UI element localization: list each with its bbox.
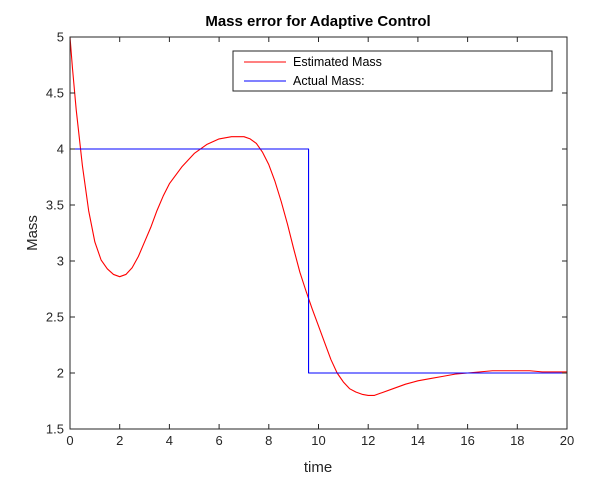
x-tick-label: 10 xyxy=(311,433,325,448)
y-axis-label: Mass xyxy=(24,215,41,251)
x-tick-label: 4 xyxy=(166,433,173,448)
x-tick-label: 8 xyxy=(265,433,272,448)
y-tick-label: 2 xyxy=(57,366,64,381)
x-tick-label: 6 xyxy=(215,433,222,448)
legend-box xyxy=(232,50,553,92)
chart-title: Mass error for Adaptive Control xyxy=(205,13,430,30)
tick-layer: 0 2 4 6 8 10 12 14 16 18 20 1.5 2 2.5 3 3.5 4 4.5 5 xyxy=(46,30,574,449)
y-tick-label: 1.5 xyxy=(46,422,64,437)
y-tick-label: 5 xyxy=(57,30,64,45)
x-axis-label: time xyxy=(304,459,332,476)
series-line-actual-mass xyxy=(70,148,567,374)
y-tick-label: 3.5 xyxy=(46,198,64,213)
legend: Estimated Mass Actual Mass: xyxy=(232,50,553,92)
x-tick-label: 18 xyxy=(510,433,524,448)
x-tick-label: 14 xyxy=(411,433,425,448)
y-tick-label: 3 xyxy=(57,254,64,269)
series-line-estimated-mass xyxy=(69,36,567,396)
x-tick-label: 12 xyxy=(361,433,375,448)
plot-area xyxy=(70,37,567,429)
y-tick-label: 4 xyxy=(57,142,64,157)
y-tick-label: 2.5 xyxy=(46,310,64,325)
series-layer xyxy=(69,36,567,396)
x-tick-label: 2 xyxy=(116,433,123,448)
x-tick-label: 0 xyxy=(66,433,73,448)
legend-label-estimated-mass: Estimated Mass xyxy=(293,55,382,69)
x-tick-label: 16 xyxy=(460,433,474,448)
legend-label-actual-mass: Actual Mass: xyxy=(293,74,365,88)
x-tick-label: 20 xyxy=(560,433,574,448)
y-tick-label: 4.5 xyxy=(46,86,64,101)
